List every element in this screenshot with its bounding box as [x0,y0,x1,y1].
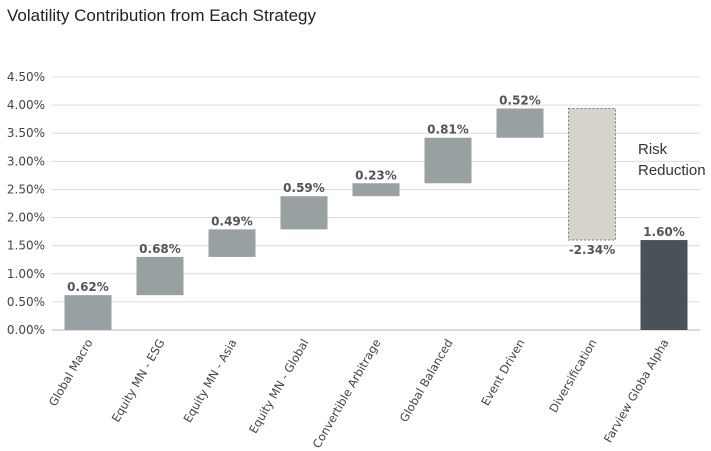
data-label: 0.68% [139,242,181,256]
bar-increase [424,137,472,184]
y-tick-label: 4.00% [7,98,45,112]
data-labels: 0.62% 0.68% 0.49% 0.59% 0.23% 0.81% 0.52% -2.34… [67,93,685,294]
y-tick-label: 1.00% [7,267,45,281]
data-label: 0.49% [211,214,253,228]
bar-increase [496,108,544,138]
data-label: 0.52% [499,93,541,107]
category-label: Diversification [546,337,599,415]
bar-total [640,240,688,330]
category-label: Event Driven [478,337,527,409]
data-label: 0.81% [427,123,469,137]
data-label: 1.60% [643,225,685,239]
y-tick-label: 1.50% [7,239,45,253]
annotation-text: Risk [638,141,668,158]
y-tick-label: 2.50% [7,182,45,196]
bar-increase [352,183,400,197]
bar-decrease [568,107,616,241]
category-label: Equity MN - Asia [180,337,239,426]
y-tick-label: 2.00% [7,211,45,225]
y-tick-label: 3.50% [7,126,45,140]
category-label: Global Macro [46,337,96,409]
category-label: Equity MN - Global [246,337,311,436]
risk-reduction-annotation: Risk Reduction [638,141,706,179]
data-label: 0.23% [355,168,397,182]
bar-increase [280,196,328,230]
x-axis-labels: Global Macro Equity MN - ESG Equity MN - A… [46,337,672,451]
category-label: Farview Globa Alpha [601,337,672,446]
category-label: Convertible Arbitrage [310,337,384,451]
annotation-text: Reduction [638,162,706,179]
y-tick-label: 3.00% [7,154,45,168]
category-label: Global Balanced [397,337,456,425]
category-label: Equity MN - ESG [109,337,168,425]
y-tick-label: 0.00% [7,323,45,337]
y-tick-label: 0.50% [7,295,45,309]
chart-title: Volatility Contribution from Each Strate… [7,6,316,25]
data-label: 0.59% [283,181,325,195]
y-tick-label: 4.50% [7,70,45,84]
data-label: -2.34% [569,243,616,257]
data-label: 0.62% [67,280,109,294]
bar-increase [136,256,184,296]
bar-increase [64,295,112,330]
y-axis-ticks: 0.00% 0.50% 1.00% 1.50% 2.00% 2.50% 3.00% 3.50%… [7,70,45,337]
bars [64,107,688,330]
bar-increase [208,229,256,257]
